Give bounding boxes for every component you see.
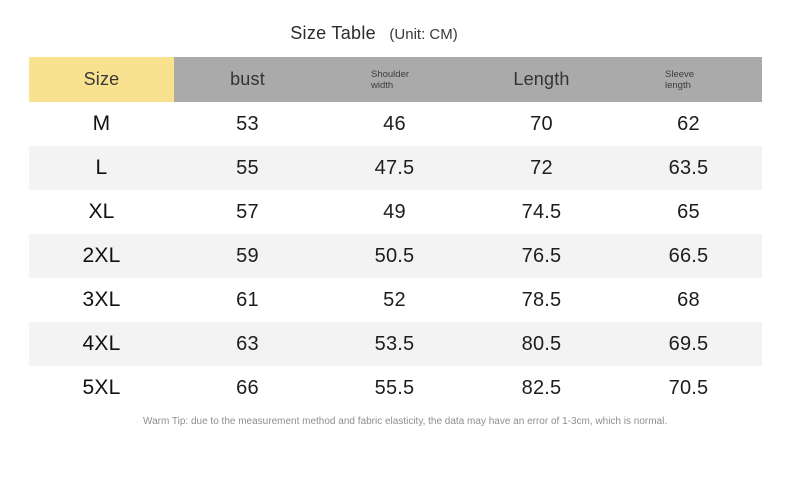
table-row-l: L 55 47.5 72 63.5	[29, 146, 762, 190]
table-row-5xl: 5XL 66 55.5 82.5 70.5	[29, 366, 762, 410]
footnote: Warm Tip: due to the measurement method …	[143, 416, 668, 427]
shoulder-width-cell: 53.5	[374, 332, 415, 355]
size-cell: L	[95, 156, 108, 179]
header-cell-sleeve-length: Sleeve length	[615, 57, 762, 102]
length-cell: 70	[530, 112, 553, 135]
table-body: M 53 46 70 62 L 55 47.5 72 63.5 XL 57 49…	[29, 102, 762, 410]
sleeve-length-cell: 68	[677, 288, 700, 311]
length-cell: 74.5	[521, 200, 562, 223]
header-label-sleeve-length: Sleeve length	[665, 68, 695, 91]
sleeve-length-cell: 69.5	[668, 332, 709, 355]
header-cell-length: Length	[513, 69, 570, 89]
table-row-4xl: 4XL 63 53.5 80.5 69.5	[29, 322, 762, 366]
shoulder-width-cell: 47.5	[374, 156, 415, 179]
shoulder-width-cell: 49	[383, 200, 406, 223]
header-cell-size: Size	[29, 57, 174, 102]
sleeve-length-cell: 70.5	[668, 376, 709, 399]
length-cell: 72	[530, 156, 553, 179]
size-cell: 4XL	[82, 332, 121, 355]
header-label-shoulder-width: Shoulder width	[371, 68, 410, 91]
size-table: Size bust Shoulder width Length Sleeve l…	[29, 57, 762, 410]
size-cell: 3XL	[82, 288, 121, 311]
bust-cell: 53	[236, 112, 259, 135]
length-cell: 82.5	[521, 376, 562, 399]
bust-cell: 63	[236, 332, 259, 355]
length-cell: 76.5	[521, 244, 562, 267]
table-row-2xl: 2XL 59 50.5 76.5 66.5	[29, 234, 762, 278]
length-cell: 80.5	[521, 332, 562, 355]
table-row-3xl: 3XL 61 52 78.5 68	[29, 278, 762, 322]
sleeve-length-cell: 65	[677, 200, 700, 223]
table-row-xl: XL 57 49 74.5 65	[29, 190, 762, 234]
size-cell: 2XL	[82, 244, 121, 267]
unit-label: (Unit: CM)	[389, 26, 458, 43]
sleeve-length-cell: 63.5	[668, 156, 709, 179]
size-cell: M	[92, 112, 111, 135]
shoulder-width-cell: 50.5	[374, 244, 415, 267]
bust-cell: 61	[236, 288, 259, 311]
table-row-m: M 53 46 70 62	[29, 102, 762, 146]
size-cell: 5XL	[82, 376, 121, 399]
sleeve-length-cell: 62	[677, 112, 700, 135]
bust-cell: 66	[236, 376, 259, 399]
size-cell: XL	[88, 200, 115, 223]
shoulder-width-cell: 46	[383, 112, 406, 135]
header-cell-bust: bust	[230, 69, 265, 89]
shoulder-width-cell: 55.5	[374, 376, 415, 399]
sleeve-length-cell: 66.5	[668, 244, 709, 267]
length-cell: 78.5	[521, 288, 562, 311]
table-header-row: Size bust Shoulder width Length Sleeve l…	[29, 57, 762, 102]
title-text: Size Table	[290, 23, 376, 43]
bust-cell: 55	[236, 156, 259, 179]
header-cell-shoulder-width: Shoulder width	[321, 57, 468, 102]
shoulder-width-cell: 52	[383, 288, 406, 311]
page-title: Size Table (Unit: CM)	[290, 23, 458, 44]
bust-cell: 57	[236, 200, 259, 223]
bust-cell: 59	[236, 244, 259, 267]
